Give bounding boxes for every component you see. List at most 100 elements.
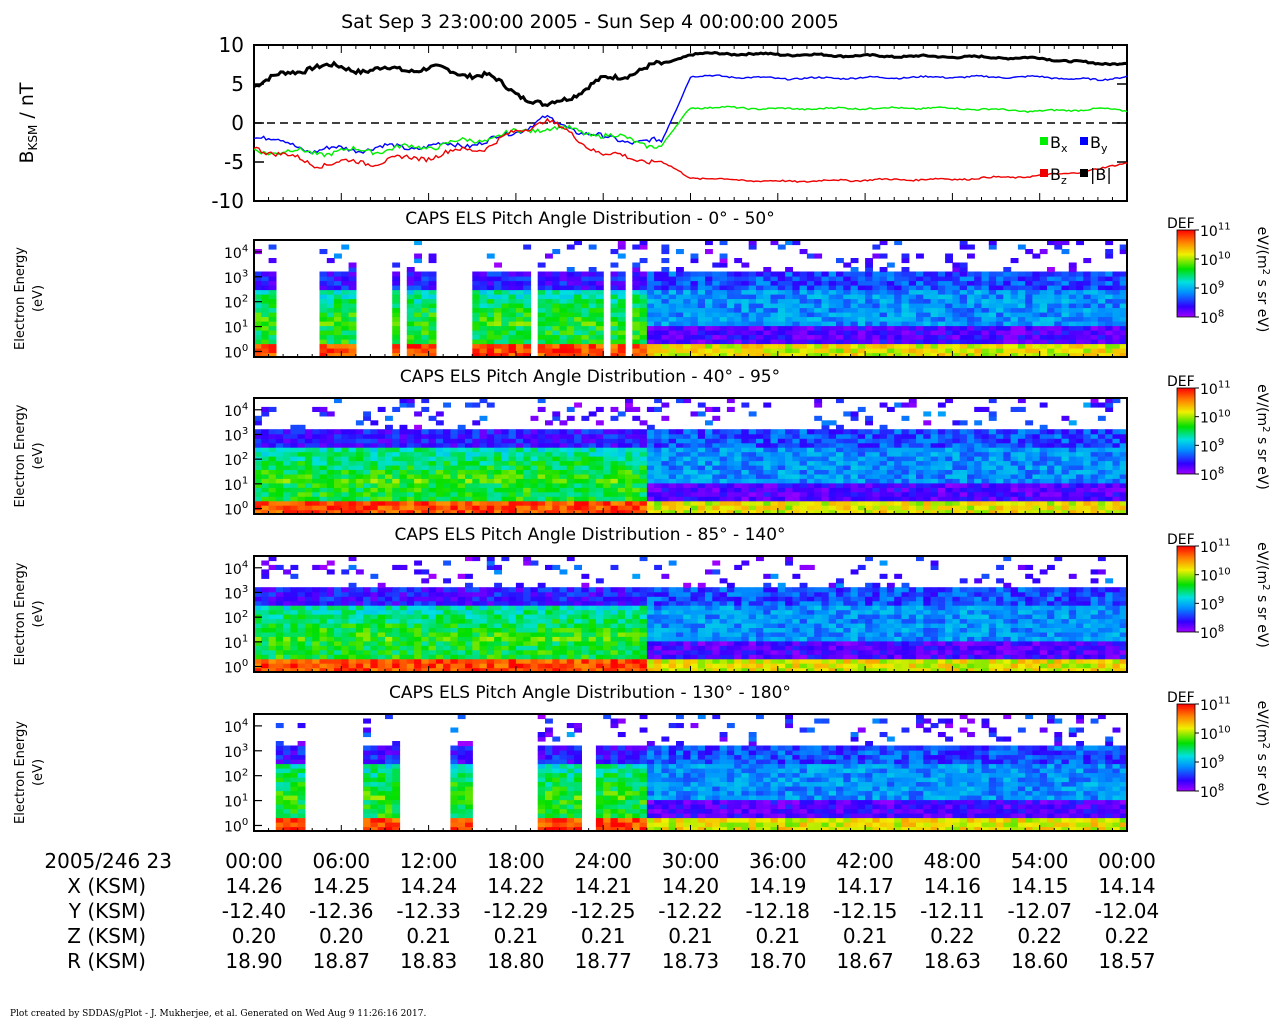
heatmap-cell	[1003, 299, 1011, 304]
heatmap-cell	[931, 321, 939, 326]
heatmap-cell	[756, 281, 764, 286]
heatmap-cell	[836, 478, 844, 483]
heatmap-cell	[872, 312, 880, 317]
heatmap-cell	[611, 452, 619, 457]
heatmap-cell	[814, 294, 822, 299]
heatmap-cell	[552, 416, 560, 421]
heatmap-cell	[1083, 456, 1091, 461]
heatmap-cell	[909, 452, 917, 457]
heatmap-cell	[269, 501, 277, 506]
heatmap-cell	[581, 299, 589, 304]
heatmap-cell	[778, 505, 786, 510]
heatmap-cell	[552, 429, 560, 434]
heatmap-cell	[312, 663, 320, 668]
heatmap-cell	[1069, 447, 1077, 452]
heatmap-cell	[1098, 317, 1106, 322]
heatmap-cell	[858, 505, 866, 510]
heatmap-cell	[698, 492, 706, 497]
heatmap-cell	[880, 425, 888, 430]
heatmap-cell	[618, 290, 626, 295]
heatmap-cell	[880, 487, 888, 492]
heatmap-cell	[669, 478, 677, 483]
heatmap-cell	[290, 592, 298, 597]
heatmap-cell	[669, 294, 677, 299]
heatmap-cell	[807, 326, 815, 331]
heatmap-cell	[298, 452, 306, 457]
heatmap-cell	[421, 505, 429, 510]
heatmap-cell	[822, 443, 830, 448]
heatmap-cell	[581, 321, 589, 326]
heatmap-cell	[909, 496, 917, 501]
heatmap-cell	[276, 605, 284, 610]
heatmap-cell	[589, 267, 597, 272]
heatmap-cell	[967, 434, 975, 439]
heatmap-cell	[1062, 447, 1070, 452]
heatmap-cell	[378, 434, 386, 439]
heatmap-cell	[858, 469, 866, 474]
heatmap-cell	[734, 294, 742, 299]
heatmap-cell	[938, 290, 946, 295]
heatmap-cell	[378, 429, 386, 434]
heatmap-cell	[1040, 465, 1048, 470]
heatmap-cell	[938, 501, 946, 506]
heatmap-cell	[552, 317, 560, 322]
heatmap-cell	[545, 308, 553, 313]
heatmap-cell	[1062, 348, 1070, 353]
heatmap-cell	[1062, 339, 1070, 344]
heatmap-cell	[341, 465, 349, 470]
heatmap-cell	[865, 326, 873, 331]
heatmap-cell	[734, 339, 742, 344]
heatmap-cell	[741, 344, 749, 349]
heatmap-cell	[938, 447, 946, 452]
heatmap-cell	[283, 610, 291, 615]
heatmap-cell	[691, 429, 699, 434]
heatmap-cell	[320, 627, 328, 632]
heatmap-cell	[552, 249, 560, 254]
heatmap-cell	[887, 272, 895, 277]
heatmap-cell	[1003, 487, 1011, 492]
heatmap-cell	[400, 496, 408, 501]
heatmap-cell	[501, 469, 509, 474]
heatmap-cell	[1047, 321, 1055, 326]
heatmap-cell	[676, 303, 684, 308]
heatmap-cell	[727, 303, 735, 308]
heatmap-cell	[683, 505, 691, 510]
heatmap-cell	[691, 312, 699, 317]
heatmap-cell	[407, 474, 415, 479]
heatmap-cell	[880, 403, 888, 408]
heatmap-cell	[1062, 438, 1070, 443]
heatmap-cell	[414, 478, 422, 483]
heatmap-cell	[298, 645, 306, 650]
heatmap-cell	[1018, 443, 1026, 448]
heatmap-cell	[327, 487, 335, 492]
heatmap-cell	[705, 330, 713, 335]
heatmap-cell	[654, 407, 662, 412]
heatmap-cell	[785, 276, 793, 281]
heatmap-cell	[982, 276, 990, 281]
heatmap-cell	[501, 461, 509, 466]
heatmap-cell	[952, 294, 960, 299]
heatmap-cell	[625, 469, 633, 474]
heatmap-cell	[312, 487, 320, 492]
heatmap-cell	[269, 344, 277, 349]
heatmap-cell	[1011, 501, 1019, 506]
heatmap-cell	[603, 469, 611, 474]
heatmap-cell	[625, 456, 633, 461]
heatmap-cell	[632, 330, 640, 335]
heatmap-cell	[1018, 348, 1026, 353]
heatmap-cell	[909, 308, 917, 313]
heatmap-cell	[407, 429, 415, 434]
heatmap-cell	[916, 290, 924, 295]
heatmap-cell	[261, 447, 269, 452]
heatmap-cell	[654, 505, 662, 510]
heatmap-cell	[865, 487, 873, 492]
heatmap-cell	[676, 447, 684, 452]
heatmap-cell	[741, 294, 749, 299]
heatmap-cell	[611, 272, 619, 277]
heatmap-cell	[574, 321, 582, 326]
heatmap-cell	[1098, 452, 1106, 457]
heatmap-cell	[436, 496, 444, 501]
heatmap-cell	[734, 299, 742, 304]
heatmap-cell	[269, 623, 277, 628]
heatmap-cell	[669, 505, 677, 510]
